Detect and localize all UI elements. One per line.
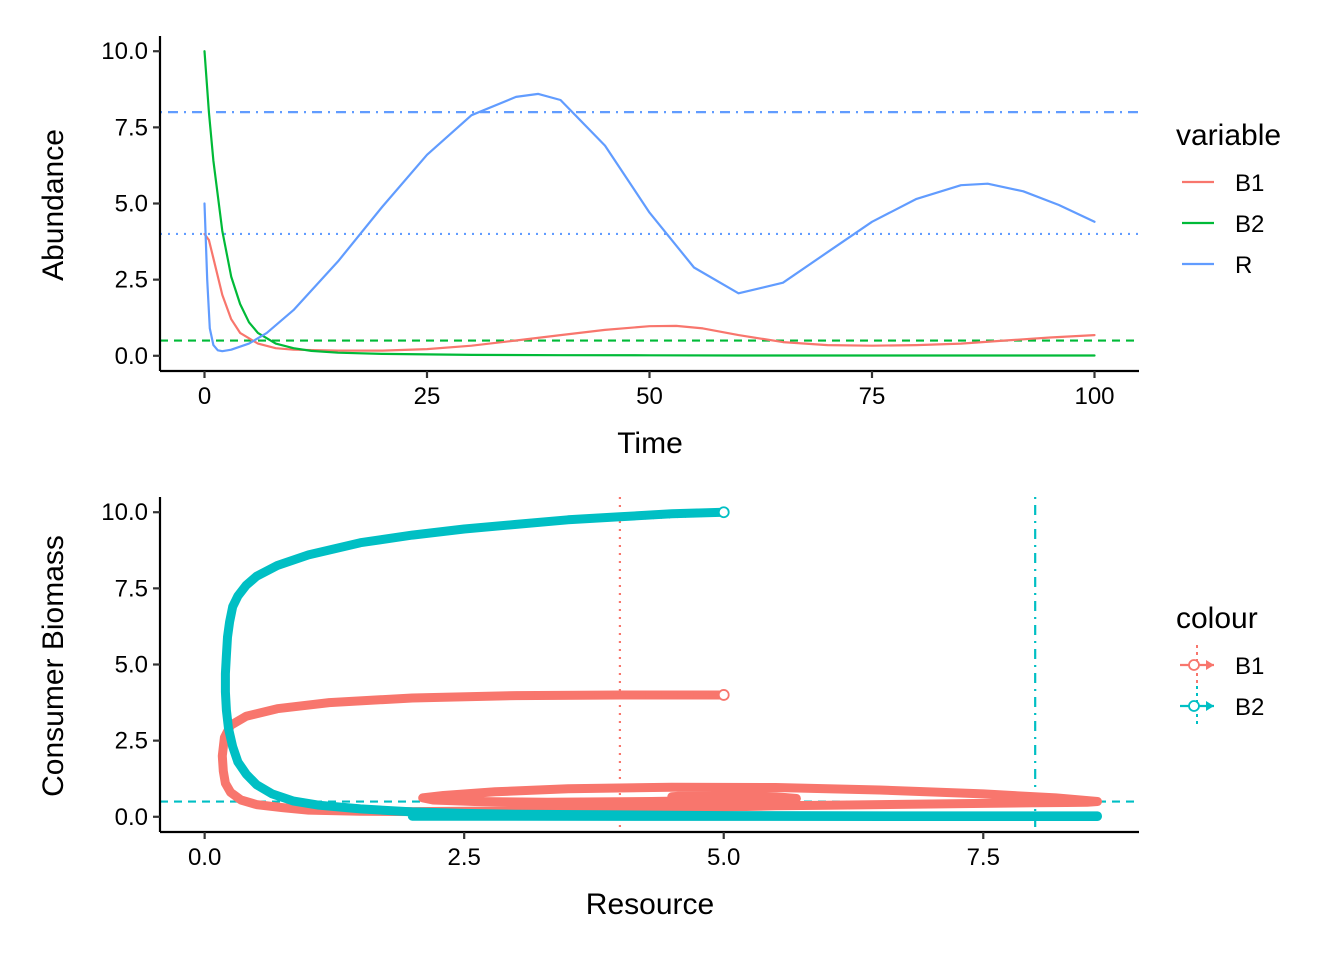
arrow-marker-b1 [606,691,614,700]
arrow-marker-b2 [694,509,702,518]
consumer-resource-panel: 0.0 2.5 5.0 7.5 0.0 2.5 5.0 7.5 10.0 Resource Co… [37,497,1264,921]
arrow-marker-b1 [638,691,646,700]
arrow-marker-b1 [654,691,662,700]
x-tick-label: 50 [636,383,663,410]
series-lines [203,50,1096,357]
arrow-marker-b2 [702,508,710,517]
start-point-b2 [717,506,730,519]
series-line-b1 [217,690,1102,817]
arrow-marker-b1 [670,691,678,700]
y-tick-label: 7.5 [115,575,148,602]
legend-label-b2: B2 [1235,211,1264,238]
x-tick-label: 0 [198,383,211,410]
series-line-b2 [220,507,1102,821]
legend-label-b1: B1 [1235,653,1264,680]
x-tick-label: 7.5 [967,844,1000,871]
x-tick-label: 5.0 [707,844,740,871]
x-tick-label: 75 [859,383,886,410]
arrow-marker-b1 [543,691,550,700]
arrow-marker-b1 [622,691,630,700]
legend-title: variable [1176,119,1281,152]
legend-arrow-b1 [1206,660,1214,670]
x-tick-label: 100 [1074,383,1114,410]
legend-point-b2 [1188,700,1200,712]
y-axis-title: Consumer Biomass [37,535,70,797]
series-line-b2 [203,50,1096,357]
legend: variable B1 B2 R [1176,119,1281,279]
arrow-marker-b2 [670,510,678,519]
y-tick-label: 5.0 [115,652,148,679]
y-tick-label: 2.5 [115,728,148,755]
y-tick-label: 0.0 [115,343,148,370]
axes: 0 25 50 75 100 0.0 2.5 5.0 7.5 10.0 [101,36,1139,410]
y-tick-label: 5.0 [115,191,148,218]
axes: 0.0 2.5 5.0 7.5 0.0 2.5 5.0 7.5 10.0 [101,497,1139,871]
y-tick-label: 7.5 [115,114,148,141]
series-lines [217,506,1102,821]
arrow-marker-b2 [622,512,630,521]
y-axis-title: Abundance [37,129,70,281]
legend-point-b1 [1188,659,1200,671]
arrow-marker-b2 [662,510,670,519]
arrow-marker-b2 [646,511,654,520]
legend-title: colour [1176,602,1258,635]
arrow-marker-b1 [702,691,710,699]
reference-lines [160,497,1139,832]
start-point-b1 [717,689,730,701]
arrow-marker-b2 [638,511,646,520]
arrow-marker-b1 [575,691,582,700]
arrow-marker-b1 [527,691,535,700]
x-tick-label: 25 [414,383,441,410]
arrow-marker-b1 [686,691,694,699]
legend-label-r: R [1235,252,1252,279]
x-axis-title: Resource [586,888,714,921]
arrow-marker-b2 [654,511,662,519]
arrow-marker-b1 [591,691,598,700]
y-tick-label: 10.0 [101,38,148,65]
arrow-marker-b1 [559,691,566,700]
legend-label-b1: B1 [1235,170,1264,197]
arrow-marker-b2 [678,510,686,518]
x-tick-label: 2.5 [447,844,480,871]
series-line-b1 [203,232,1096,352]
y-tick-label: 10.0 [101,499,148,526]
x-axis-title: Time [617,427,683,460]
arrow-marker-b2 [710,508,718,517]
y-tick-label: 0.0 [115,804,148,831]
series-line-r [203,92,1096,353]
legend-key-b1 [1180,645,1214,685]
legend: colour B1 B2 [1176,602,1264,726]
reference-lines [160,111,1139,342]
legend-label-b2: B2 [1235,694,1264,721]
legend-arrow-b2 [1206,701,1214,711]
x-tick-label: 0.0 [188,844,221,871]
y-tick-label: 2.5 [115,267,148,294]
abundance-time-panel: 0 25 50 75 100 0.0 2.5 5.0 7.5 10.0 Time Abundanc… [37,36,1281,460]
arrow-marker-b2 [686,509,694,518]
legend-key-b2 [1180,686,1214,726]
arrow-marker-b2 [630,512,638,521]
